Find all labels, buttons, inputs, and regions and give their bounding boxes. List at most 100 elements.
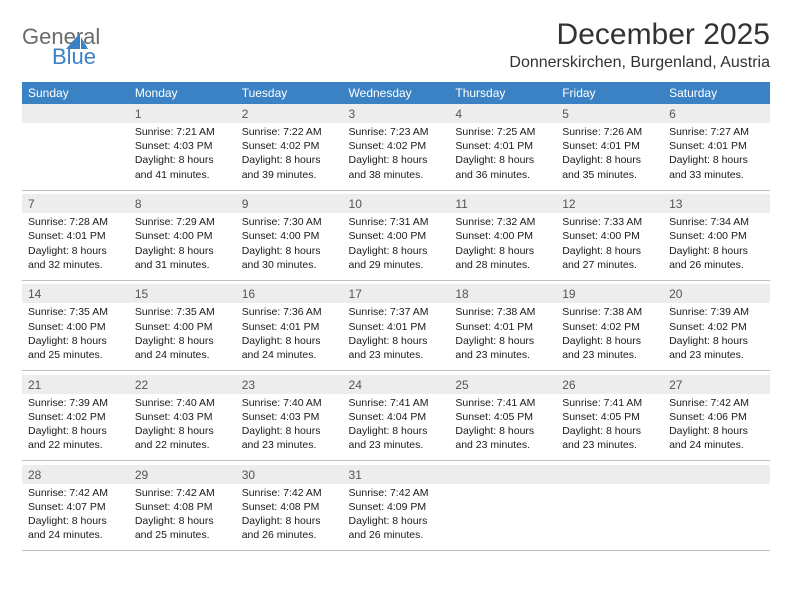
day-cell: Sunrise: 7:34 AMSunset: 4:00 PMDaylight:…: [663, 213, 770, 280]
day-cell: Sunrise: 7:39 AMSunset: 4:02 PMDaylight:…: [663, 303, 770, 370]
day-line: Sunrise: 7:30 AM: [242, 215, 337, 229]
day-number: 21: [22, 375, 129, 394]
day-number: 10: [343, 194, 450, 213]
day-cell: [449, 484, 556, 551]
day-line: Sunrise: 7:28 AM: [28, 215, 123, 229]
day-line: Sunrise: 7:42 AM: [242, 486, 337, 500]
day-number: 24: [343, 375, 450, 394]
day-number: 4: [449, 104, 556, 123]
day-number: 1: [129, 104, 236, 123]
header: General Blue December 2025 Donnerskirche…: [22, 18, 770, 76]
day-line: Sunset: 4:03 PM: [135, 410, 230, 424]
day-line: Sunset: 4:01 PM: [455, 320, 550, 334]
month-title: December 2025: [509, 18, 770, 52]
day-line: Daylight: 8 hours and 30 minutes.: [242, 244, 337, 272]
day-line: Daylight: 8 hours and 33 minutes.: [669, 153, 764, 181]
day-line: Sunrise: 7:42 AM: [669, 396, 764, 410]
day-line: Sunrise: 7:23 AM: [349, 125, 444, 139]
day-data-row: Sunrise: 7:28 AMSunset: 4:01 PMDaylight:…: [22, 213, 770, 280]
day-cell: Sunrise: 7:38 AMSunset: 4:02 PMDaylight:…: [556, 303, 663, 370]
day-line: Sunset: 4:00 PM: [349, 229, 444, 243]
day-line: Sunset: 4:03 PM: [135, 139, 230, 153]
day-number-row: 78910111213: [22, 194, 770, 213]
day-line: Daylight: 8 hours and 23 minutes.: [242, 424, 337, 452]
day-line: Sunrise: 7:41 AM: [349, 396, 444, 410]
day-number-row: 28293031: [22, 465, 770, 484]
day-line: Sunset: 4:00 PM: [242, 229, 337, 243]
weekday-header-row: Sunday Monday Tuesday Wednesday Thursday…: [22, 82, 770, 104]
day-cell: Sunrise: 7:39 AMSunset: 4:02 PMDaylight:…: [22, 394, 129, 461]
day-line: Sunrise: 7:40 AM: [242, 396, 337, 410]
day-cell: Sunrise: 7:32 AMSunset: 4:00 PMDaylight:…: [449, 213, 556, 280]
day-line: Daylight: 8 hours and 22 minutes.: [135, 424, 230, 452]
day-line: Sunrise: 7:42 AM: [349, 486, 444, 500]
day-line: Sunrise: 7:34 AM: [669, 215, 764, 229]
day-line: Sunrise: 7:25 AM: [455, 125, 550, 139]
day-number: 2: [236, 104, 343, 123]
day-line: Sunset: 4:02 PM: [28, 410, 123, 424]
day-line: Daylight: 8 hours and 23 minutes.: [669, 334, 764, 362]
day-cell: Sunrise: 7:41 AMSunset: 4:04 PMDaylight:…: [343, 394, 450, 461]
day-line: Sunset: 4:09 PM: [349, 500, 444, 514]
day-line: Sunrise: 7:38 AM: [455, 305, 550, 319]
day-number: 23: [236, 375, 343, 394]
day-line: Daylight: 8 hours and 23 minutes.: [349, 424, 444, 452]
day-number: 9: [236, 194, 343, 213]
day-line: Sunrise: 7:35 AM: [135, 305, 230, 319]
day-line: Daylight: 8 hours and 27 minutes.: [562, 244, 657, 272]
day-cell: Sunrise: 7:23 AMSunset: 4:02 PMDaylight:…: [343, 123, 450, 190]
day-line: Sunrise: 7:29 AM: [135, 215, 230, 229]
day-line: Sunrise: 7:39 AM: [28, 396, 123, 410]
day-number: 27: [663, 375, 770, 394]
day-line: Sunrise: 7:21 AM: [135, 125, 230, 139]
col-monday: Monday: [129, 82, 236, 104]
day-line: Sunrise: 7:42 AM: [28, 486, 123, 500]
day-cell: Sunrise: 7:27 AMSunset: 4:01 PMDaylight:…: [663, 123, 770, 190]
day-line: Daylight: 8 hours and 41 minutes.: [135, 153, 230, 181]
day-line: Sunset: 4:00 PM: [455, 229, 550, 243]
day-line: Sunset: 4:05 PM: [562, 410, 657, 424]
day-line: Daylight: 8 hours and 28 minutes.: [455, 244, 550, 272]
day-line: Sunrise: 7:42 AM: [135, 486, 230, 500]
day-cell: Sunrise: 7:35 AMSunset: 4:00 PMDaylight:…: [22, 303, 129, 370]
day-data-row: Sunrise: 7:42 AMSunset: 4:07 PMDaylight:…: [22, 484, 770, 551]
day-cell: Sunrise: 7:42 AMSunset: 4:08 PMDaylight:…: [129, 484, 236, 551]
day-cell: Sunrise: 7:41 AMSunset: 4:05 PMDaylight:…: [556, 394, 663, 461]
day-cell: [22, 123, 129, 190]
day-cell: Sunrise: 7:41 AMSunset: 4:05 PMDaylight:…: [449, 394, 556, 461]
day-number-row: 21222324252627: [22, 375, 770, 394]
day-cell: Sunrise: 7:33 AMSunset: 4:00 PMDaylight:…: [556, 213, 663, 280]
day-line: Daylight: 8 hours and 26 minutes.: [349, 514, 444, 542]
day-line: Sunrise: 7:36 AM: [242, 305, 337, 319]
day-number: 15: [129, 284, 236, 303]
day-line: Sunrise: 7:40 AM: [135, 396, 230, 410]
day-number: 13: [663, 194, 770, 213]
day-number: 6: [663, 104, 770, 123]
day-line: Sunset: 4:02 PM: [562, 320, 657, 334]
col-friday: Friday: [556, 82, 663, 104]
day-line: Sunset: 4:05 PM: [455, 410, 550, 424]
day-line: Daylight: 8 hours and 24 minutes.: [135, 334, 230, 362]
day-line: Daylight: 8 hours and 36 minutes.: [455, 153, 550, 181]
day-cell: Sunrise: 7:40 AMSunset: 4:03 PMDaylight:…: [129, 394, 236, 461]
day-line: Sunrise: 7:39 AM: [669, 305, 764, 319]
day-line: Sunrise: 7:41 AM: [455, 396, 550, 410]
day-line: Daylight: 8 hours and 31 minutes.: [135, 244, 230, 272]
day-data-row: Sunrise: 7:21 AMSunset: 4:03 PMDaylight:…: [22, 123, 770, 190]
day-line: Sunset: 4:01 PM: [455, 139, 550, 153]
day-number: 3: [343, 104, 450, 123]
day-number: 26: [556, 375, 663, 394]
day-line: Sunrise: 7:27 AM: [669, 125, 764, 139]
day-line: Sunrise: 7:31 AM: [349, 215, 444, 229]
logo-sail-icon: [66, 33, 88, 51]
day-data-row: Sunrise: 7:39 AMSunset: 4:02 PM Daylight:…: [22, 394, 770, 461]
day-number: 5: [556, 104, 663, 123]
day-cell: Sunrise: 7:42 AMSunset: 4:09 PMDaylight:…: [343, 484, 450, 551]
day-cell: Sunrise: 7:36 AMSunset: 4:01 PMDaylight:…: [236, 303, 343, 370]
day-data-row: Sunrise: 7:35 AM Sunset: 4:00 PM Daylight:…: [22, 303, 770, 370]
col-saturday: Saturday: [663, 82, 770, 104]
day-line: Daylight: 8 hours and 23 minutes.: [349, 334, 444, 362]
day-line: Sunset: 4:00 PM: [28, 320, 123, 334]
day-number: 11: [449, 194, 556, 213]
day-cell: [663, 484, 770, 551]
